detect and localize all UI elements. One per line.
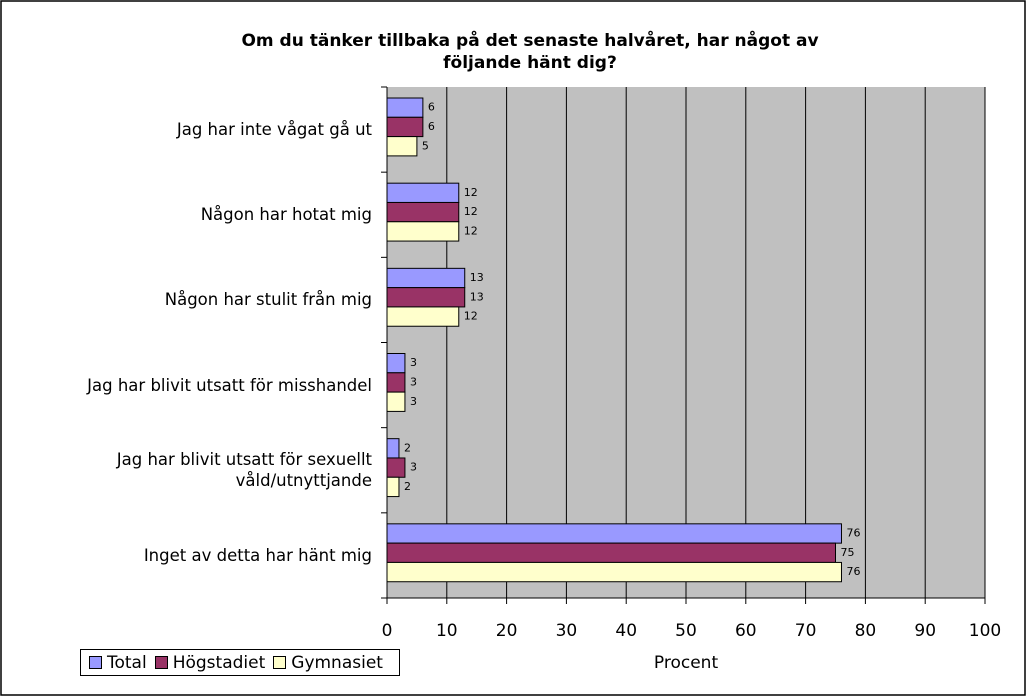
data-label: 6 xyxy=(428,120,435,133)
bar xyxy=(386,136,418,157)
bar xyxy=(386,116,424,138)
x-tick-label: 70 xyxy=(795,621,817,641)
legend-swatch xyxy=(273,656,287,669)
legend: Total Högstadiet Gymnasiet xyxy=(80,649,400,676)
bar xyxy=(386,561,842,583)
category-label: Jag har inte vågat gå ut xyxy=(176,120,372,140)
bar xyxy=(386,391,406,412)
x-tick-label: 0 xyxy=(382,621,393,641)
x-tick-label: 20 xyxy=(496,621,518,641)
data-label: 2 xyxy=(404,441,411,454)
bar xyxy=(386,267,466,289)
x-tick-label: 80 xyxy=(855,621,877,641)
data-label: 75 xyxy=(841,546,855,559)
data-label: 5 xyxy=(422,139,429,152)
category-label: Jag har blivit utsatt för misshandel xyxy=(87,375,372,395)
data-label: 3 xyxy=(410,375,417,388)
bar xyxy=(386,97,424,118)
data-label: 13 xyxy=(470,290,484,303)
bar xyxy=(386,201,460,223)
data-label: 76 xyxy=(846,526,860,539)
bar xyxy=(386,457,406,478)
x-tick-label: 30 xyxy=(556,621,578,641)
data-label: 6 xyxy=(428,101,435,114)
legend-swatch xyxy=(89,656,102,669)
legend-item: Total xyxy=(89,653,147,673)
bar xyxy=(386,438,400,459)
legend-label: Högstadiet xyxy=(172,652,266,673)
bar xyxy=(386,287,466,308)
data-label: 12 xyxy=(464,310,478,323)
data-label: 3 xyxy=(410,395,417,408)
data-label: 3 xyxy=(410,461,417,474)
chart-title: följande hänt dig? xyxy=(443,53,617,73)
data-label: 12 xyxy=(464,224,478,237)
bar xyxy=(386,476,400,498)
x-tick-label: 100 xyxy=(969,621,1001,641)
x-tick-label: 50 xyxy=(675,621,697,641)
x-tick-label: 40 xyxy=(615,621,637,641)
bar xyxy=(386,353,406,374)
data-label: 13 xyxy=(470,271,484,284)
category-label: Inget av detta har hänt mig xyxy=(143,545,372,565)
data-label: 2 xyxy=(404,480,411,493)
data-label: 12 xyxy=(464,205,478,218)
legend-item: Högstadiet xyxy=(154,652,266,673)
x-tick-label: 90 xyxy=(914,621,936,641)
x-tick-label: 60 xyxy=(735,621,757,641)
bar xyxy=(386,372,406,393)
bar xyxy=(386,306,460,327)
bar xyxy=(386,542,836,563)
bar xyxy=(386,182,460,203)
bar xyxy=(386,221,460,242)
legend-swatch xyxy=(154,656,168,669)
data-label: 3 xyxy=(410,356,417,369)
category-label: Någon har hotat mig xyxy=(200,205,372,225)
chart-title: Om du tänker tillbaka på det senaste hal… xyxy=(241,31,819,51)
legend-item: Gymnasiet xyxy=(273,653,383,673)
data-label: 12 xyxy=(464,186,478,199)
bar xyxy=(386,523,842,544)
category-label: Någon har stulit från mig xyxy=(164,290,372,310)
data-label: 76 xyxy=(846,565,860,578)
x-axis-label: Procent xyxy=(654,653,719,673)
x-tick-label: 10 xyxy=(436,621,458,641)
legend-label: Total xyxy=(107,652,147,673)
category-label: Jag har blivit utsatt för sexuellt våld/… xyxy=(116,450,372,491)
legend-label: Gymnasiet xyxy=(291,652,383,673)
